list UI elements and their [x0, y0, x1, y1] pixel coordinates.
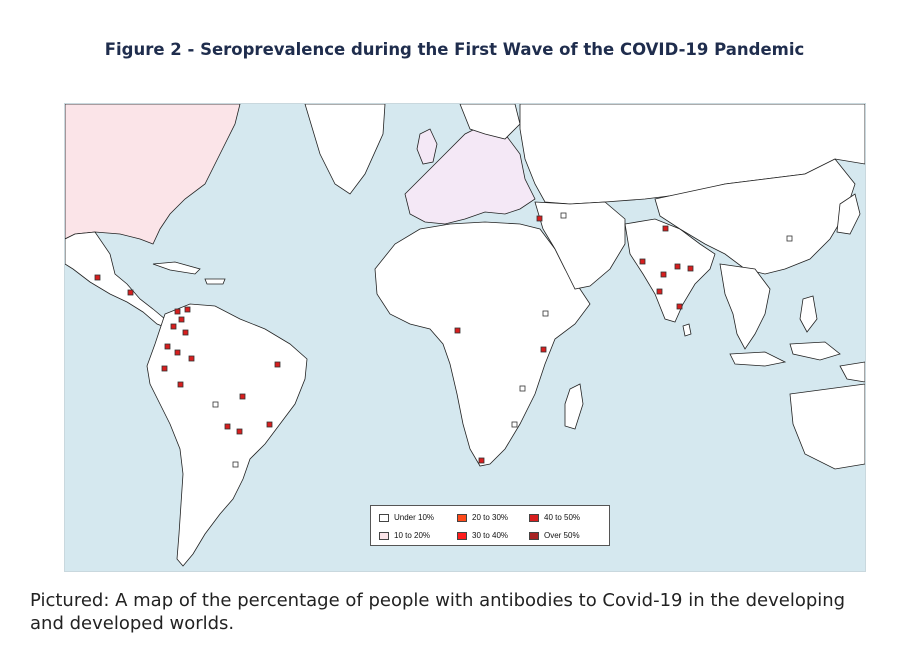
indonesia — [729, 341, 841, 367]
world-map: Under 10% 20 to 30% 40 to 50% 10 to 20% … — [64, 103, 866, 572]
legend-label: 10 to 20% — [394, 531, 431, 540]
figure-title: Figure 2 - Seroprevalence during the Fir… — [104, 40, 805, 59]
legend-swatch — [379, 531, 389, 540]
marker — [161, 365, 168, 372]
india — [624, 218, 716, 323]
new-guinea — [839, 361, 865, 383]
philippines — [799, 295, 818, 333]
legend-item-under-10: Under 10% — [379, 513, 434, 522]
marker — [236, 428, 243, 435]
legend-label: 40 to 50% — [544, 513, 581, 522]
scandinavia — [459, 104, 521, 140]
marker — [239, 393, 246, 400]
marker — [536, 215, 543, 222]
legend-item-over-50: Over 50% — [529, 531, 580, 540]
legend-label: 30 to 40% — [472, 531, 509, 540]
marker — [127, 289, 134, 296]
marker — [174, 349, 181, 356]
marker — [164, 343, 171, 350]
marker — [274, 361, 281, 368]
study-markers — [94, 212, 793, 468]
legend-item-30-40: 30 to 40% — [457, 531, 508, 540]
marker — [188, 355, 195, 362]
marker — [786, 235, 793, 242]
marker — [454, 327, 461, 334]
australia — [789, 383, 865, 470]
europe — [404, 123, 536, 225]
marker — [656, 288, 663, 295]
marker — [662, 225, 669, 232]
marker — [94, 274, 101, 281]
madagascar — [564, 383, 584, 430]
marker — [511, 421, 518, 428]
marker — [540, 346, 547, 353]
sri-lanka — [682, 323, 692, 337]
africa — [374, 221, 591, 467]
legend-swatch — [379, 513, 389, 522]
legend-label: Under 10% — [394, 513, 435, 522]
south-america — [146, 303, 308, 567]
japan — [836, 193, 861, 235]
marker — [687, 265, 694, 272]
marker — [174, 308, 181, 315]
marker — [184, 306, 191, 313]
legend-swatch — [529, 513, 539, 522]
marker — [170, 323, 177, 330]
middle-east — [534, 201, 626, 290]
marker — [674, 263, 681, 270]
legend-item-20-30: 20 to 30% — [457, 513, 508, 522]
marker — [266, 421, 273, 428]
legend-label: 20 to 30% — [472, 513, 509, 522]
legend-swatch — [529, 531, 539, 540]
legend-item-40-50: 40 to 50% — [529, 513, 580, 522]
marker — [560, 212, 567, 219]
marker — [224, 423, 231, 430]
marker — [182, 329, 189, 336]
marker — [478, 457, 485, 464]
map-legend: Under 10% 20 to 30% 40 to 50% 10 to 20% … — [370, 505, 610, 546]
caribbean — [152, 261, 226, 285]
southeast-asia — [719, 263, 771, 350]
marker — [212, 401, 219, 408]
united-kingdom — [416, 128, 438, 165]
figure-caption: Pictured: A map of the percentage of peo… — [30, 590, 846, 634]
marker — [676, 303, 683, 310]
marker — [519, 385, 526, 392]
marker — [660, 271, 667, 278]
legend-swatch — [457, 531, 467, 540]
marker — [232, 461, 239, 468]
marker — [639, 258, 646, 265]
legend-item-10-20: 10 to 20% — [379, 531, 430, 540]
legend-swatch — [457, 513, 467, 522]
legend-label: Over 50% — [544, 531, 580, 540]
marker — [177, 381, 184, 388]
marker — [542, 310, 549, 317]
marker — [178, 316, 185, 323]
china — [654, 158, 856, 275]
greenland — [304, 104, 386, 195]
map-canvas — [65, 104, 865, 571]
